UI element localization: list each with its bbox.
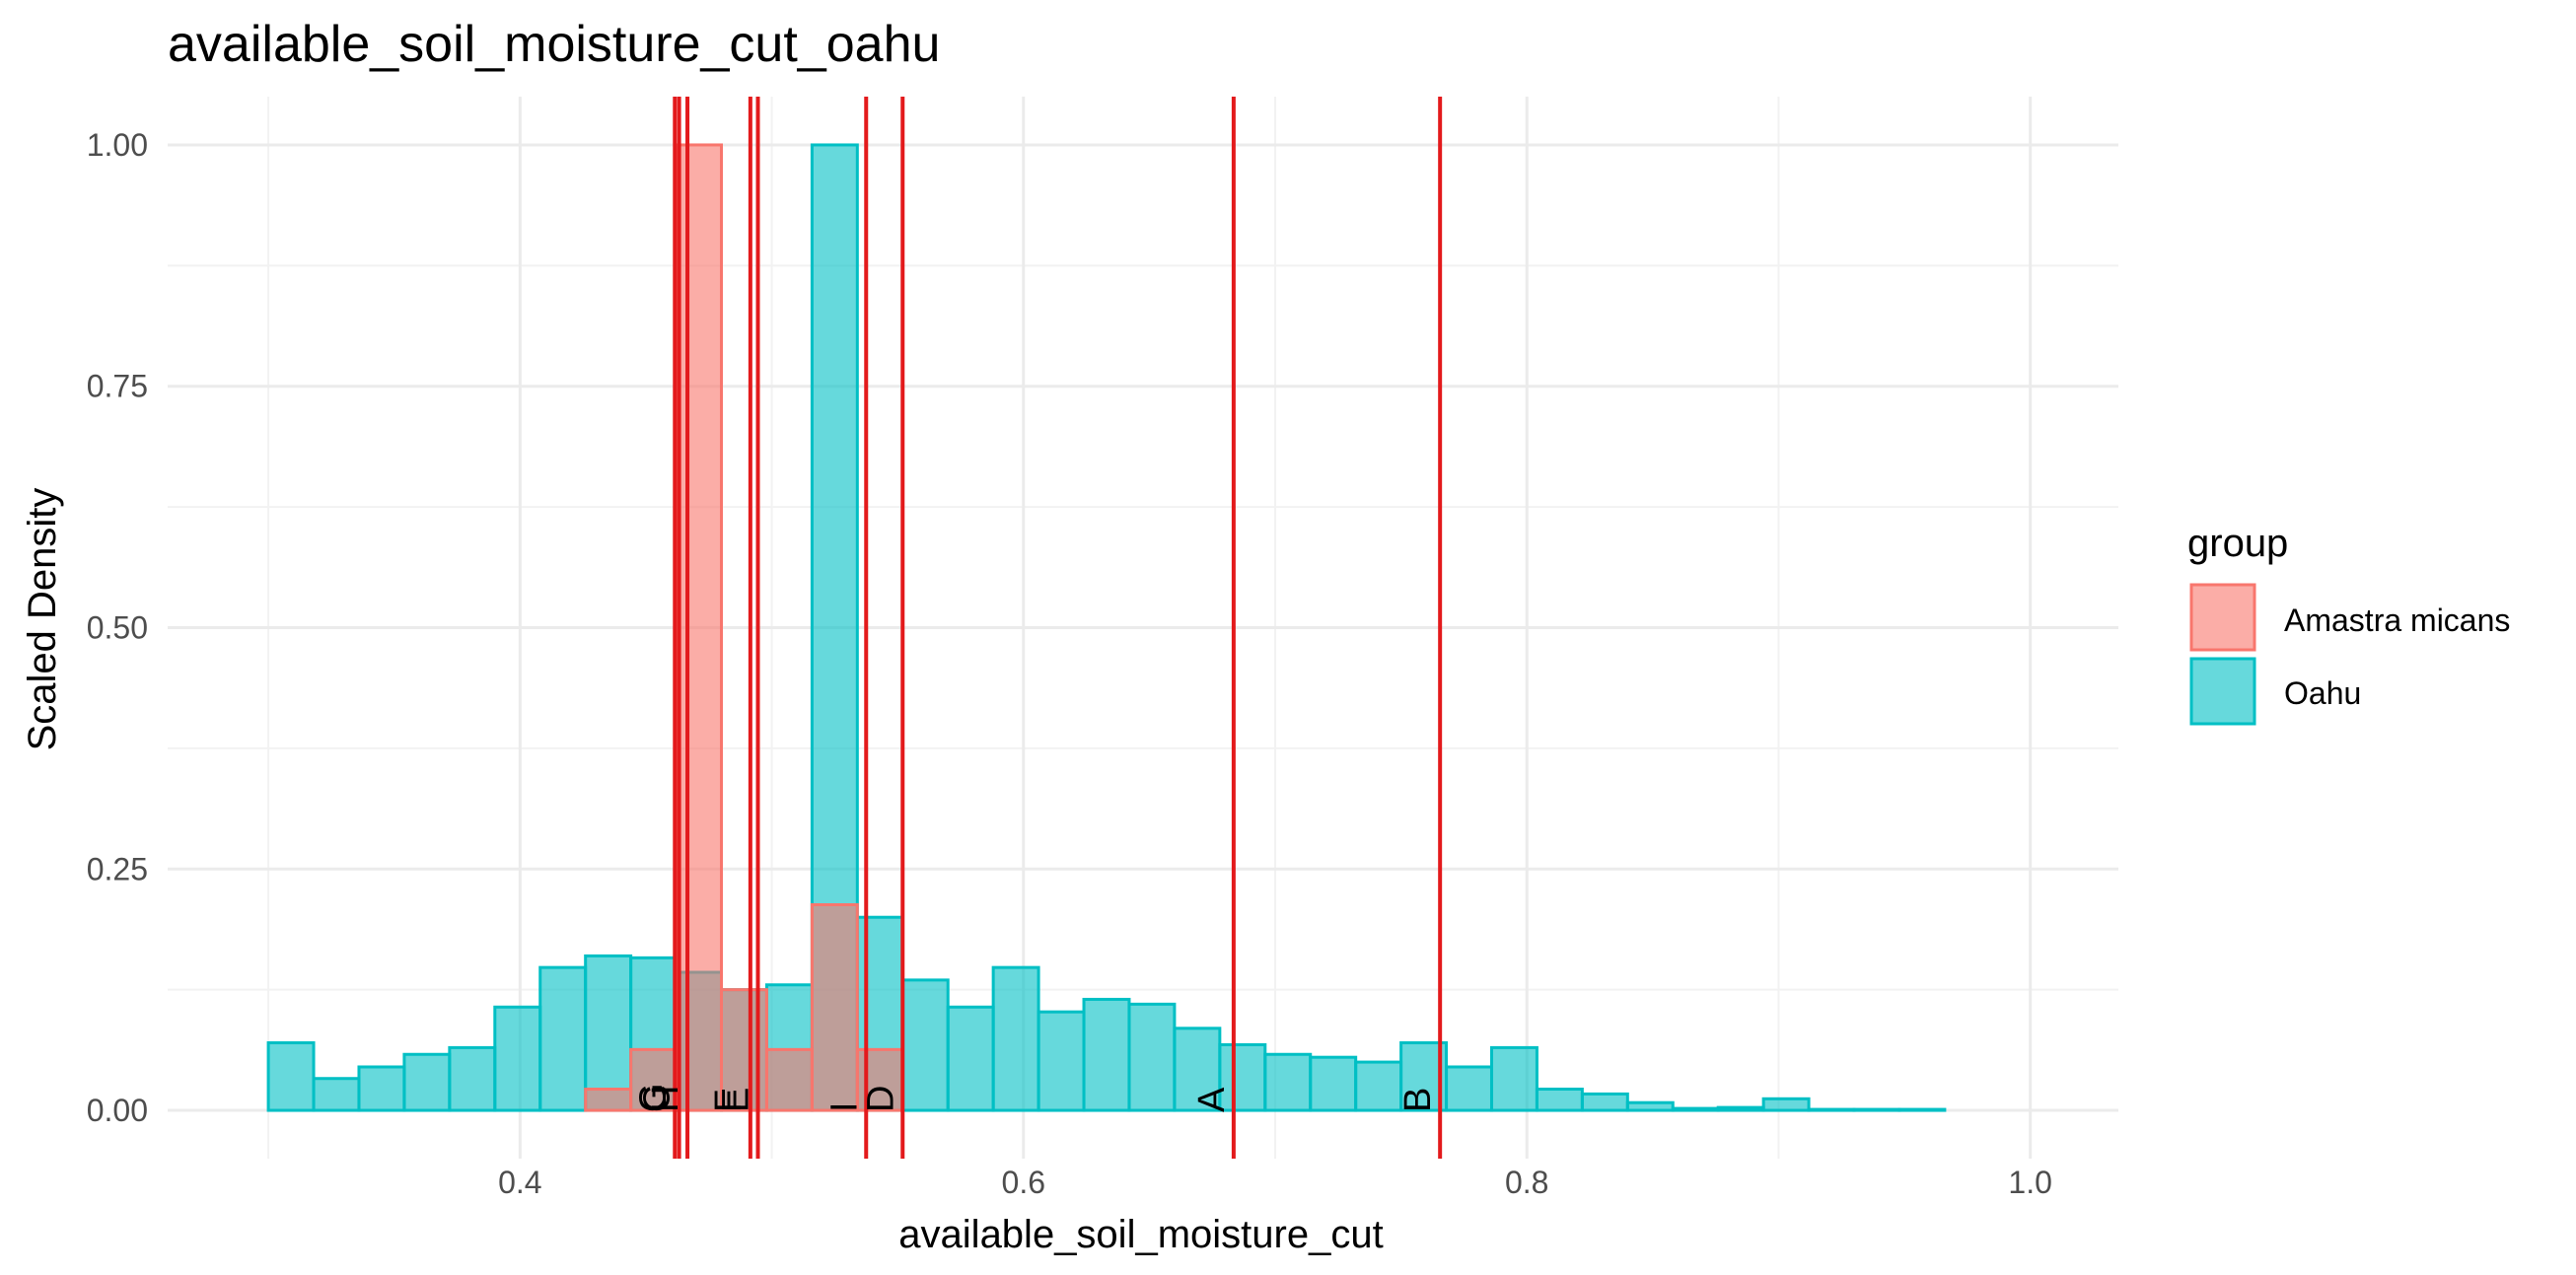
vline-label-e: E	[716, 1088, 757, 1112]
legend-key-amastra-micans	[2189, 583, 2256, 652]
vline-label-c: C	[637, 1086, 679, 1112]
bar-oahu	[1671, 1106, 1720, 1112]
bar-oahu	[1082, 997, 1131, 1112]
y-tick-label: 0.75	[87, 369, 148, 404]
y-tick-label: 1.00	[87, 127, 148, 163]
bar-oahu	[1218, 1042, 1267, 1112]
y-axis-title: Scaled Density	[21, 488, 64, 751]
bar-oahu	[1807, 1107, 1856, 1112]
bar-amastra-micans	[764, 1047, 814, 1112]
legend-label-oahu: Oahu	[2284, 675, 2361, 711]
x-axis-title: available_soil_moisture_cut	[898, 1213, 1383, 1256]
bar-oahu	[1263, 1052, 1313, 1112]
bar-oahu	[1625, 1100, 1675, 1112]
x-axis-ticks: 0.4 0.6 0.8 1.0	[498, 1165, 2052, 1200]
bar-oahu	[1037, 1010, 1086, 1112]
bar-oahu	[991, 965, 1040, 1112]
bar-oahu	[538, 965, 588, 1112]
bar-oahu	[1173, 1027, 1222, 1112]
bar-oahu	[402, 1052, 452, 1112]
vline-label-a: A	[1191, 1087, 1233, 1112]
y-tick-label: 0.50	[87, 610, 148, 646]
bar-oahu	[1580, 1092, 1629, 1112]
bar-oahu	[1445, 1065, 1493, 1112]
bar-amastra-micans	[810, 902, 859, 1112]
chart-title: available_soil_moisture_cut_oahu	[168, 16, 940, 73]
bar-oahu	[1761, 1097, 1811, 1112]
x-tick-label: 0.4	[498, 1165, 541, 1200]
vline-label-i: I	[823, 1101, 865, 1112]
bar-oahu	[1897, 1107, 1947, 1112]
y-tick-label: 0.25	[87, 851, 148, 886]
bar-oahu	[493, 1005, 542, 1112]
bar-oahu	[1309, 1055, 1358, 1112]
bar-oahu	[448, 1045, 497, 1112]
series-amastra-micans-bars	[584, 143, 904, 1112]
legend: group Amastra micans Oahu	[2187, 522, 2510, 726]
vline-label-f: F	[708, 1090, 750, 1112]
vline-label-g: G	[632, 1083, 674, 1112]
bar-oahu	[312, 1077, 361, 1112]
legend-key-oahu	[2189, 657, 2256, 726]
bar-oahu	[584, 954, 633, 1112]
vline-label-h: H	[645, 1086, 686, 1112]
x-tick-label: 0.6	[1002, 1165, 1045, 1200]
grid-lines	[168, 97, 2118, 1159]
vline-label-d: D	[860, 1086, 901, 1112]
bar-oahu	[1489, 1045, 1538, 1112]
bar-oahu	[1127, 1002, 1177, 1112]
x-tick-label: 1.0	[2008, 1165, 2051, 1200]
reference-lines: GCH FE ID A B	[632, 97, 1443, 1159]
legend-title: group	[2187, 522, 2288, 565]
bar-oahu	[1852, 1107, 1901, 1112]
y-tick-label: 0.00	[87, 1093, 148, 1128]
bar-oahu	[1535, 1088, 1584, 1112]
bar-oahu	[1354, 1060, 1403, 1112]
bar-oahu	[946, 1005, 995, 1112]
vline-label-b: B	[1397, 1088, 1439, 1112]
y-axis-ticks: 0.00 0.25 0.50 0.75 1.00	[87, 127, 148, 1128]
bar-oahu	[900, 978, 950, 1112]
bar-oahu	[266, 1041, 316, 1112]
x-tick-label: 0.8	[1505, 1165, 1548, 1200]
bar-oahu	[357, 1065, 406, 1112]
bar-amastra-micans	[584, 1088, 633, 1112]
legend-label-amastra-micans: Amastra micans	[2284, 602, 2510, 638]
bar-amastra-micans	[629, 1047, 679, 1112]
bar-oahu	[1716, 1105, 1765, 1112]
bar-amastra-micans	[675, 143, 723, 1112]
series-oahu-bars	[266, 143, 1947, 1112]
